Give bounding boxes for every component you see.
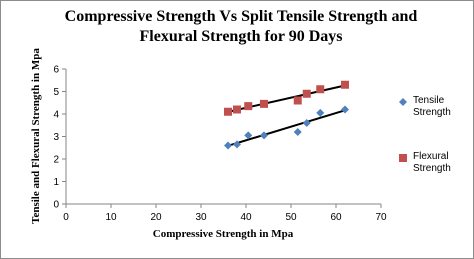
chart-title: Compressive Strength Vs Split Tensile St… [64, 8, 418, 45]
point [293, 96, 302, 105]
point [224, 141, 232, 150]
point [399, 98, 407, 106]
point [316, 85, 325, 94]
x-tick-label: 0 [63, 212, 69, 223]
legend-swatch [399, 154, 407, 162]
y-tick-label: 4 [53, 110, 59, 121]
legend-label: Flexural Strength [413, 151, 451, 174]
point [244, 102, 253, 111]
x-tick-label: 30 [195, 212, 207, 223]
point [233, 140, 241, 149]
y-tick-label: 6 [53, 65, 59, 76]
point [399, 154, 407, 162]
y-tick-label: 3 [53, 132, 59, 143]
point [302, 119, 311, 127]
point [341, 80, 349, 89]
point [260, 131, 268, 140]
point [293, 128, 302, 136]
x-tick-label: 20 [150, 212, 162, 223]
y-tick-label: 0 [53, 200, 59, 211]
x-tick-label: 10 [105, 212, 117, 223]
point [224, 107, 232, 116]
legend-label: Tensile Strength [413, 95, 451, 118]
y-axis-title: Tensile and Flexural Strength in Mpa [30, 48, 42, 224]
y-tick-label: 1 [53, 177, 59, 188]
x-tick-label: 70 [375, 212, 387, 223]
x-axis-title: Compressive Strength in Mpa [153, 228, 294, 240]
point [341, 105, 349, 114]
point [244, 131, 253, 140]
x-tick-label: 50 [285, 212, 297, 223]
x-tick-label: 60 [330, 212, 342, 223]
legend-swatch [399, 98, 407, 106]
point [302, 89, 311, 98]
point [233, 105, 241, 114]
x-tick-label: 40 [240, 212, 252, 223]
trendline [227, 109, 346, 147]
y-tick-label: 2 [53, 155, 59, 166]
point [316, 108, 325, 117]
point [260, 99, 268, 108]
y-tick-label: 5 [53, 87, 59, 98]
